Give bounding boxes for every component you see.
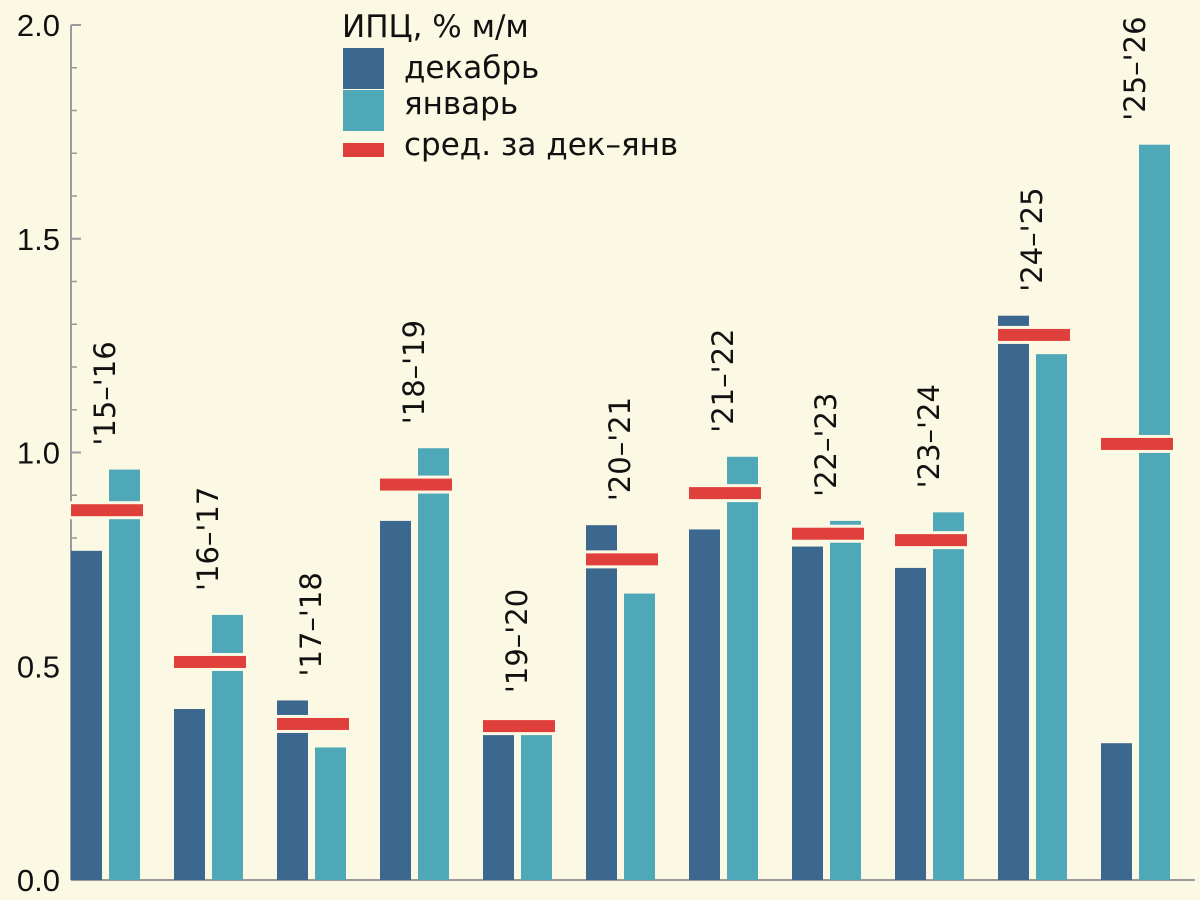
- average-marker: [483, 720, 555, 733]
- legend: ИПЦ, % м/м декабрь январь сред. за дек–я…: [342, 9, 678, 163]
- legend-title: ИПЦ, % м/м: [342, 9, 529, 45]
- bar-january: [933, 512, 964, 880]
- bar-december: [380, 520, 411, 880]
- bar-december: [689, 529, 720, 880]
- legend-swatch-january: [343, 90, 384, 131]
- period-label: '16–'17: [191, 487, 225, 591]
- bar-december: [71, 550, 102, 880]
- bar-december: [483, 726, 514, 880]
- y-tick-label: 2.0: [17, 8, 60, 43]
- y-tick-label: 0.5: [17, 649, 60, 684]
- average-marker: [895, 534, 967, 547]
- period-label: '20–'21: [603, 397, 637, 501]
- bars: [71, 144, 1170, 880]
- bar-december: [174, 709, 205, 880]
- period-label: '17–'18: [294, 572, 328, 676]
- period-label: '23–'24: [912, 384, 946, 488]
- average-marker: [998, 328, 1070, 341]
- y-tick-label: 1.5: [17, 222, 60, 257]
- period-labels: '15–'16 '16–'17 '17–'18 '18–'19 '19–'20 '20–'…: [88, 16, 1152, 693]
- bar-january: [727, 456, 758, 880]
- legend-label-average: сред. за дек–янв: [404, 127, 678, 163]
- average-marker: [277, 717, 349, 730]
- average-marker: [380, 478, 452, 491]
- bar-january: [418, 448, 449, 880]
- period-label: '25–'26: [1118, 16, 1152, 120]
- legend-label-january: январь: [404, 86, 518, 122]
- average-markers: [69, 325, 1176, 736]
- bar-january: [1036, 354, 1067, 880]
- average-marker: [586, 553, 658, 566]
- average-marker: [71, 504, 143, 517]
- average-marker: [1101, 437, 1173, 450]
- bar-december: [1101, 743, 1132, 880]
- average-marker: [174, 655, 246, 668]
- bar-december: [998, 315, 1029, 880]
- bar-december: [895, 567, 926, 880]
- bar-january: [521, 726, 552, 880]
- bar-december: [792, 546, 823, 880]
- period-label: '24–'25: [1015, 187, 1049, 291]
- y-tick-label: 1.0: [17, 436, 60, 471]
- average-marker: [689, 487, 761, 500]
- bar-january: [109, 469, 140, 880]
- bar-january: [1139, 144, 1170, 880]
- period-label: '18–'19: [397, 320, 431, 424]
- average-marker: [792, 527, 864, 540]
- bar-january: [624, 593, 655, 880]
- period-label: '21–'22: [706, 329, 740, 433]
- period-label: '15–'16: [88, 341, 122, 445]
- bar-january: [830, 520, 861, 880]
- legend-swatch-december: [343, 48, 384, 89]
- y-tick-label: 0.0: [17, 863, 60, 898]
- period-label: '22–'23: [809, 393, 843, 497]
- legend-label-december: декабрь: [404, 50, 539, 86]
- legend-swatch-average: [343, 143, 384, 157]
- bar-december: [586, 525, 617, 880]
- period-label: '19–'20: [500, 589, 534, 693]
- bar-january: [315, 747, 346, 880]
